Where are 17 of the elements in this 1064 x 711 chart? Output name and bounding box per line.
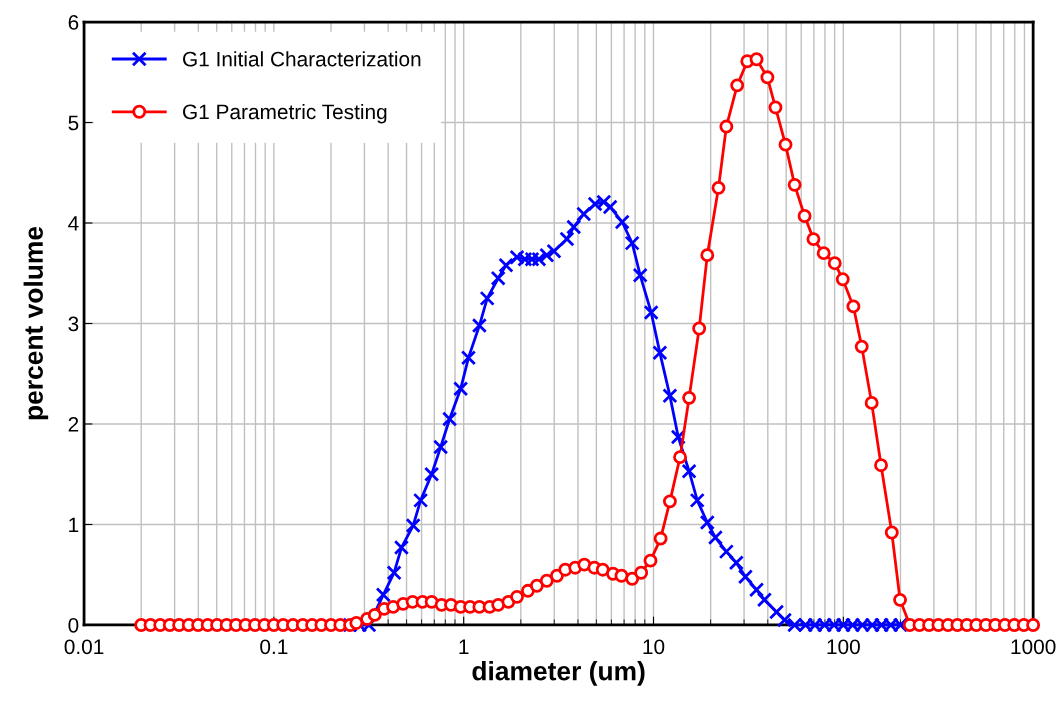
- x-tick-label: 0.1: [260, 639, 288, 655]
- legend-label: G1 Parametric Testing: [183, 103, 387, 124]
- y-tick-label: 4: [68, 216, 79, 231]
- x-tick-label: 10: [643, 639, 665, 655]
- y-tick-label: 1: [69, 517, 79, 533]
- y-tick-label: 2: [68, 416, 79, 432]
- x-tick-label: 0.01: [64, 639, 104, 655]
- x-axis-title: diameter (um): [472, 661, 645, 686]
- y-tick-label: 6: [68, 15, 79, 30]
- x-tick-label: 100: [827, 639, 860, 655]
- y-tick-label: 3: [68, 316, 79, 332]
- x-tick-label: 1: [459, 639, 469, 654]
- y-tick-label: 5: [68, 115, 79, 131]
- y-tick-label: 0: [68, 617, 79, 633]
- legend-label: G1 Initial Characterization: [183, 51, 421, 67]
- y-axis-title: percent volume: [23, 226, 49, 420]
- x-tick-label: 1000: [1011, 639, 1056, 655]
